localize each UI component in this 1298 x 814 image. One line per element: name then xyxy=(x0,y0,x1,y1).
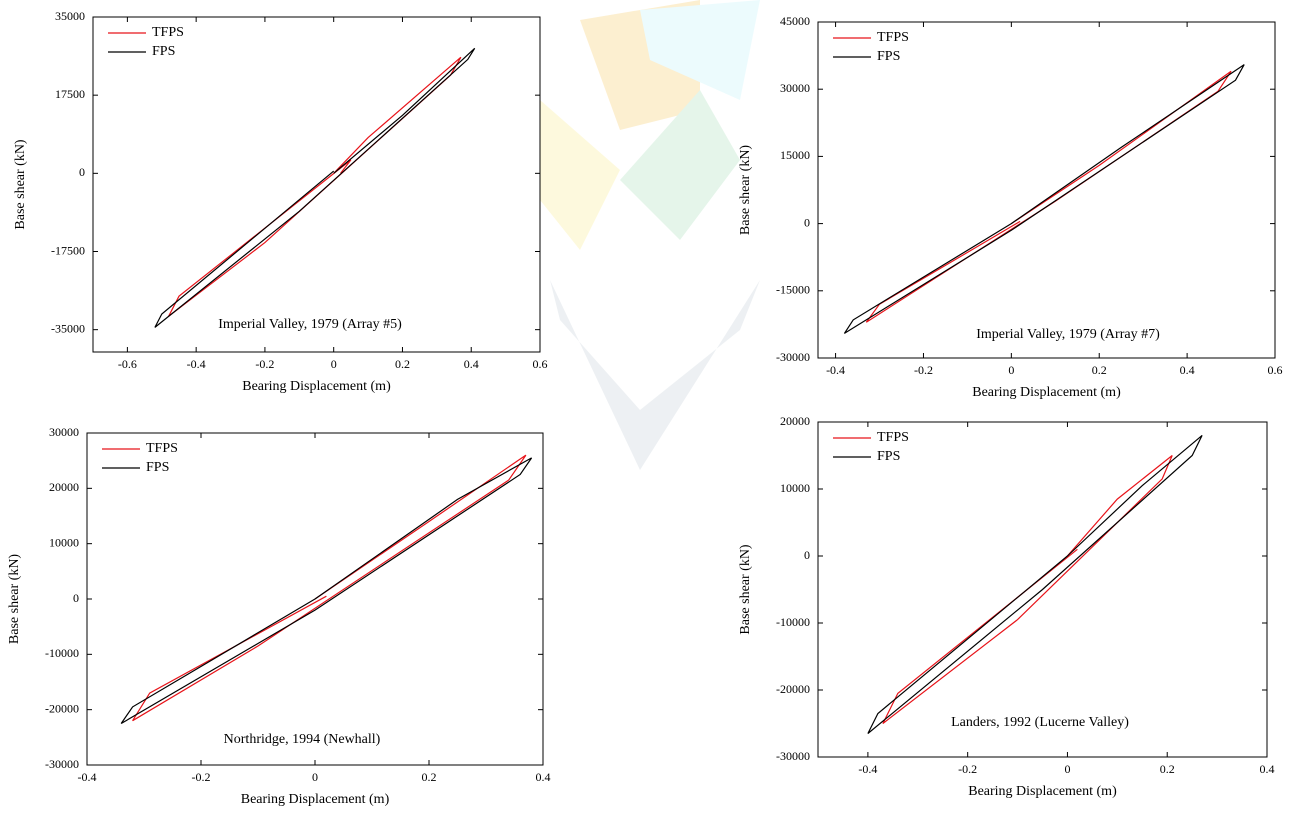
y-tick-label: 0 xyxy=(804,548,810,562)
y-tick-label: -30000 xyxy=(45,757,79,771)
y-tick-label: -17500 xyxy=(51,243,85,257)
watermark-shape xyxy=(640,0,760,100)
series-line xyxy=(132,454,527,722)
x-tick-label: 0 xyxy=(331,357,337,371)
x-axis-label: Bearing Displacement (m) xyxy=(242,379,391,394)
watermark-shape xyxy=(580,0,700,130)
y-tick-label: 35000 xyxy=(55,9,85,23)
plot-frame xyxy=(92,16,541,353)
plot-frame xyxy=(817,21,1276,359)
y-tick-label: 10000 xyxy=(49,535,79,549)
x-tick-label: -0.2 xyxy=(958,762,977,776)
x-tick-label: 0.2 xyxy=(1160,762,1175,776)
y-tick-label: 45000 xyxy=(780,14,810,28)
series-line xyxy=(865,70,1232,323)
y-tick-label: -20000 xyxy=(45,701,79,715)
x-axis-label: Bearing Displacement (m) xyxy=(241,792,390,807)
y-tick-label: 0 xyxy=(73,591,79,605)
x-tick-label: 0.4 xyxy=(464,357,479,371)
watermark-shape xyxy=(620,90,740,240)
x-tick-label: 0.4 xyxy=(1180,363,1195,377)
legend-label: FPS xyxy=(877,49,900,64)
y-tick-label: 0 xyxy=(804,215,810,229)
x-tick-label: -0.4 xyxy=(826,363,845,377)
y-axis-label: Base shear (kN) xyxy=(13,139,28,230)
x-tick-label: 0.6 xyxy=(533,357,548,371)
watermark-shape xyxy=(540,100,620,250)
x-tick-label: 0.2 xyxy=(1092,363,1107,377)
annotation: Imperial Valley, 1979 (Array #5) xyxy=(218,317,402,332)
y-tick-label: -10000 xyxy=(776,615,810,629)
x-tick-label: -0.6 xyxy=(118,357,137,371)
x-tick-label: 0 xyxy=(1008,363,1014,377)
x-tick-label: 0.6 xyxy=(1268,363,1283,377)
x-tick-label: -0.2 xyxy=(255,357,274,371)
y-tick-label: -15000 xyxy=(776,283,810,297)
legend-label: TFPS xyxy=(146,441,178,456)
y-tick-label: -20000 xyxy=(776,682,810,696)
y-tick-label: 15000 xyxy=(780,148,810,162)
series-line xyxy=(154,47,476,328)
x-tick-label: -0.4 xyxy=(858,762,877,776)
series-line xyxy=(120,457,533,725)
annotation: Landers, 1992 (Lucerne Valley) xyxy=(951,715,1129,730)
y-tick-label: -35000 xyxy=(51,321,85,335)
chart: -0.4 -0.2 0 0.2 0.4 -30000 -20000 -10000 0 10000 2… xyxy=(7,425,550,807)
y-tick-label: 30000 xyxy=(49,425,79,439)
x-tick-label: 0.4 xyxy=(536,770,551,784)
y-axis-label: Base shear (kN) xyxy=(738,544,753,635)
annotation: Northridge, 1994 (Newhall) xyxy=(224,732,381,747)
chart: -0.4 -0.2 0 0.2 0.4 0.6 -30000 -15000 0 15000 3000… xyxy=(738,14,1282,400)
series-line xyxy=(867,434,1203,734)
plot-frame xyxy=(817,421,1268,758)
chart: -0.6 -0.4 -0.2 0 0.2 0.4 0.6 -35000 -17500 0 17500… xyxy=(13,9,547,394)
legend-label: FPS xyxy=(877,449,900,464)
legend-label: TFPS xyxy=(877,430,909,445)
y-axis-label: Base shear (kN) xyxy=(738,145,753,236)
y-tick-label: 17500 xyxy=(55,87,85,101)
x-axis-label: Bearing Displacement (m) xyxy=(968,784,1117,799)
y-tick-label: 0 xyxy=(79,165,85,179)
y-tick-label: -10000 xyxy=(45,646,79,660)
y-axis-label: Base shear (kN) xyxy=(7,554,22,645)
legend-label: TFPS xyxy=(152,25,184,40)
x-tick-label: 0.2 xyxy=(422,770,437,784)
x-tick-label: -0.2 xyxy=(192,770,211,784)
y-tick-label: 20000 xyxy=(49,480,79,494)
y-tick-label: 20000 xyxy=(780,414,810,428)
y-tick-label: 30000 xyxy=(780,81,810,95)
series-line xyxy=(168,56,462,317)
x-tick-label: 0.4 xyxy=(1260,762,1275,776)
series-line xyxy=(843,64,1245,334)
watermark-shape xyxy=(550,280,760,470)
legend-label: FPS xyxy=(152,44,175,59)
chart: -0.4 -0.2 0 0.2 0.4 -30000 -20000 -10000 0 10000 2… xyxy=(738,414,1274,799)
y-tick-label: 10000 xyxy=(780,481,810,495)
x-tick-label: 0 xyxy=(312,770,318,784)
annotation: Imperial Valley, 1979 (Array #7) xyxy=(976,327,1160,342)
x-tick-label: 0 xyxy=(1064,762,1070,776)
x-tick-label: -0.2 xyxy=(914,363,933,377)
x-tick-label: -0.4 xyxy=(78,770,97,784)
x-tick-label: 0.2 xyxy=(395,357,410,371)
x-axis-label: Bearing Displacement (m) xyxy=(972,385,1121,400)
y-tick-label: -30000 xyxy=(776,350,810,364)
x-tick-label: -0.4 xyxy=(187,357,206,371)
watermark xyxy=(540,0,760,470)
y-tick-label: -30000 xyxy=(776,749,810,763)
legend-label: FPS xyxy=(146,460,169,475)
legend-label: TFPS xyxy=(877,30,909,45)
